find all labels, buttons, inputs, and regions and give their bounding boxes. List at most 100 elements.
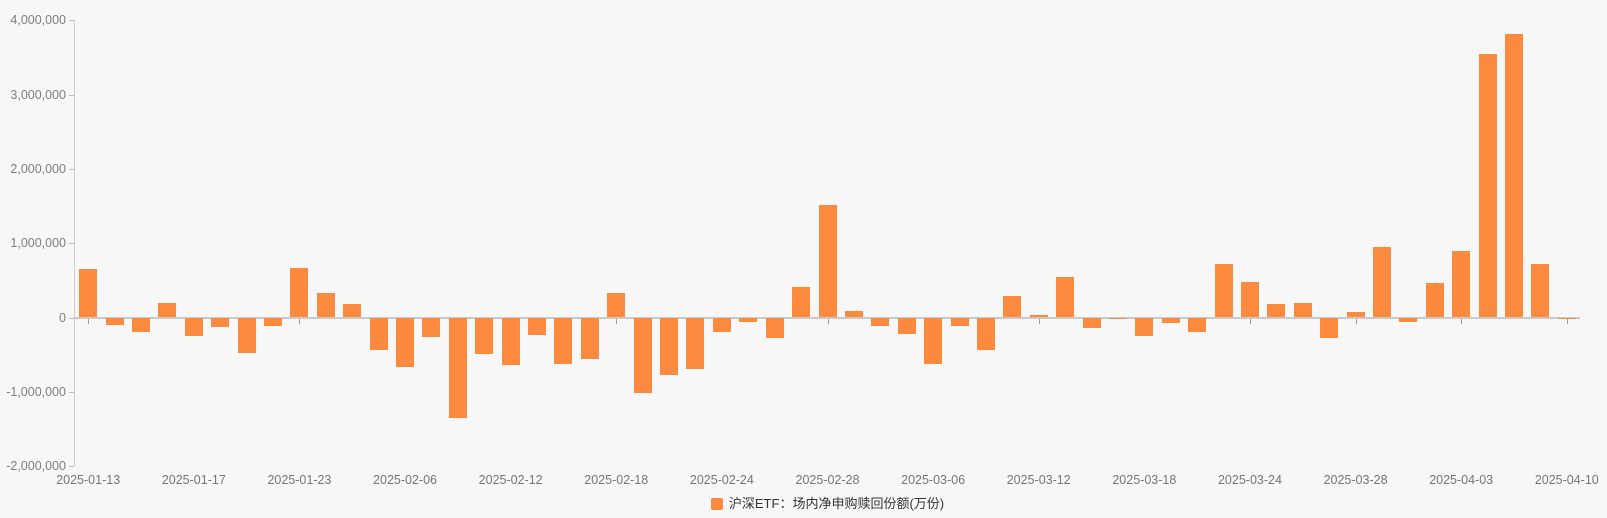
bar-2025-03-31[interactable] — [1372, 246, 1391, 318]
x-axis-label: 2025-03-12 — [1006, 473, 1071, 487]
y-axis-tick — [69, 168, 74, 170]
x-axis-tick — [299, 318, 301, 324]
x-axis-tick — [1566, 318, 1568, 324]
bar-2025-01-14[interactable] — [105, 317, 124, 325]
y-axis-label: 4,000,000 — [10, 13, 66, 28]
x-axis-label: 2025-02-18 — [584, 473, 649, 487]
bar-2025-03-06[interactable] — [924, 317, 943, 365]
y-axis-label: 0 — [59, 310, 66, 325]
x-axis-zero-line — [75, 316, 1580, 319]
bar-2025-01-23[interactable] — [290, 268, 309, 318]
bar-2025-02-21[interactable] — [686, 317, 705, 369]
bar-2025-03-07[interactable] — [950, 317, 969, 326]
bar-2025-02-24[interactable] — [712, 317, 731, 332]
y-axis-tick — [69, 94, 74, 96]
x-axis-label: 2025-02-28 — [795, 473, 860, 487]
bar-2025-02-27[interactable] — [792, 287, 811, 318]
y-axis-tick — [69, 391, 74, 393]
x-axis-tick — [88, 318, 90, 324]
x-axis-label: 2025-02-12 — [478, 473, 543, 487]
y-axis-line — [74, 20, 75, 467]
bar-2025-03-11[interactable] — [1003, 295, 1022, 318]
legend-label: 沪深ETF：场内净申购赎回份额(万份) — [728, 496, 945, 511]
x-axis-label: 2025-01-13 — [56, 473, 121, 487]
bar-2025-03-14[interactable] — [1082, 317, 1101, 328]
y-axis-label: 1,000,000 — [10, 236, 66, 251]
bar-2025-03-13[interactable] — [1056, 276, 1075, 318]
bar-2025-03-10[interactable] — [976, 317, 995, 350]
bar-2025-03-05[interactable] — [897, 317, 916, 334]
x-axis-label: 2025-01-23 — [267, 473, 332, 487]
bar-2025-02-07[interactable] — [422, 317, 441, 338]
x-axis-label: 2025-03-28 — [1323, 473, 1388, 487]
bar-2025-01-24[interactable] — [316, 292, 335, 318]
x-axis-tick — [1249, 318, 1251, 324]
bar-2025-03-04[interactable] — [871, 317, 890, 326]
x-axis-label: 2025-02-24 — [689, 473, 754, 487]
bar-2025-02-17[interactable] — [580, 317, 599, 360]
bar-2025-03-12[interactable] — [1029, 314, 1048, 318]
bar-2025-01-16[interactable] — [158, 303, 177, 318]
bar-2025-01-15[interactable] — [132, 317, 150, 332]
y-axis-tick — [69, 20, 74, 22]
bar-2025-02-10[interactable] — [448, 317, 467, 418]
bar-2025-02-19[interactable] — [633, 317, 652, 393]
y-axis-label: -1,000,000 — [6, 384, 66, 399]
bar-2025-03-25[interactable] — [1267, 303, 1286, 318]
bar-2025-04-07[interactable] — [1478, 53, 1497, 318]
y-axis-label: 2,000,000 — [10, 161, 66, 176]
bar-2025-02-25[interactable] — [739, 317, 758, 323]
bar-2025-04-10[interactable] — [1557, 317, 1576, 320]
x-axis-tick — [1355, 318, 1357, 324]
y-axis-tick — [69, 466, 74, 468]
bar-2025-02-28[interactable] — [818, 204, 837, 318]
bar-2025-03-27[interactable] — [1320, 317, 1339, 338]
y-axis-label: -2,000,000 — [6, 459, 66, 474]
x-axis-label: 2025-03-06 — [901, 473, 966, 487]
legend-item[interactable]: 沪深ETF：场内净申购赎回份额(万份) — [75, 497, 1580, 511]
bar-2025-02-12[interactable] — [501, 317, 520, 366]
bar-2025-04-03[interactable] — [1452, 251, 1471, 318]
y-axis-label: 3,000,000 — [10, 87, 66, 102]
bar-2025-01-13[interactable] — [79, 269, 98, 318]
bar-2025-03-17[interactable] — [1108, 317, 1127, 320]
x-axis-tick — [1461, 318, 1463, 324]
bar-2025-02-14[interactable] — [554, 317, 573, 365]
bar-2025-01-17[interactable] — [184, 317, 203, 336]
x-axis-tick — [616, 318, 618, 324]
bar-2025-03-19[interactable] — [1161, 317, 1180, 324]
bar-2025-02-18[interactable] — [607, 292, 626, 318]
bar-2025-04-09[interactable] — [1531, 264, 1550, 318]
bar-2025-02-26[interactable] — [765, 317, 784, 338]
bar-2025-01-21[interactable] — [237, 317, 256, 353]
x-axis-label: 2025-04-03 — [1429, 473, 1494, 487]
x-axis-label: 2025-03-18 — [1112, 473, 1177, 487]
bar-2025-03-28[interactable] — [1346, 312, 1365, 318]
x-axis-label: 2025-03-24 — [1217, 473, 1282, 487]
bar-2025-04-01[interactable] — [1399, 317, 1418, 322]
bar-2025-03-21[interactable] — [1214, 264, 1233, 318]
x-axis-tick — [827, 318, 829, 324]
bar-2025-04-02[interactable] — [1425, 282, 1444, 318]
bar-2025-02-11[interactable] — [475, 317, 494, 354]
bar-2025-02-20[interactable] — [660, 317, 679, 376]
bar-2025-03-18[interactable] — [1135, 317, 1154, 337]
y-axis-tick — [69, 243, 74, 245]
x-axis-label: 2025-02-06 — [373, 473, 437, 487]
bar-2025-03-03[interactable] — [844, 311, 863, 318]
x-axis-label: 2025-01-17 — [161, 473, 226, 487]
x-axis-label: 2025-04-10 — [1534, 473, 1599, 487]
bar-2025-03-20[interactable] — [1188, 317, 1207, 333]
bar-2025-01-22[interactable] — [264, 317, 283, 327]
bar-2025-04-08[interactable] — [1504, 33, 1523, 318]
bar-2025-03-26[interactable] — [1293, 302, 1312, 318]
bar-2025-02-05[interactable] — [369, 317, 388, 351]
bar-2025-02-06[interactable] — [396, 317, 415, 367]
bar-2025-03-24[interactable] — [1240, 282, 1259, 318]
x-axis-tick — [1038, 318, 1040, 324]
bar-2025-01-20[interactable] — [211, 317, 230, 328]
bar-2025-01-27[interactable] — [343, 303, 362, 318]
y-axis-tick — [69, 317, 74, 319]
bar-2025-02-13[interactable] — [528, 317, 547, 336]
